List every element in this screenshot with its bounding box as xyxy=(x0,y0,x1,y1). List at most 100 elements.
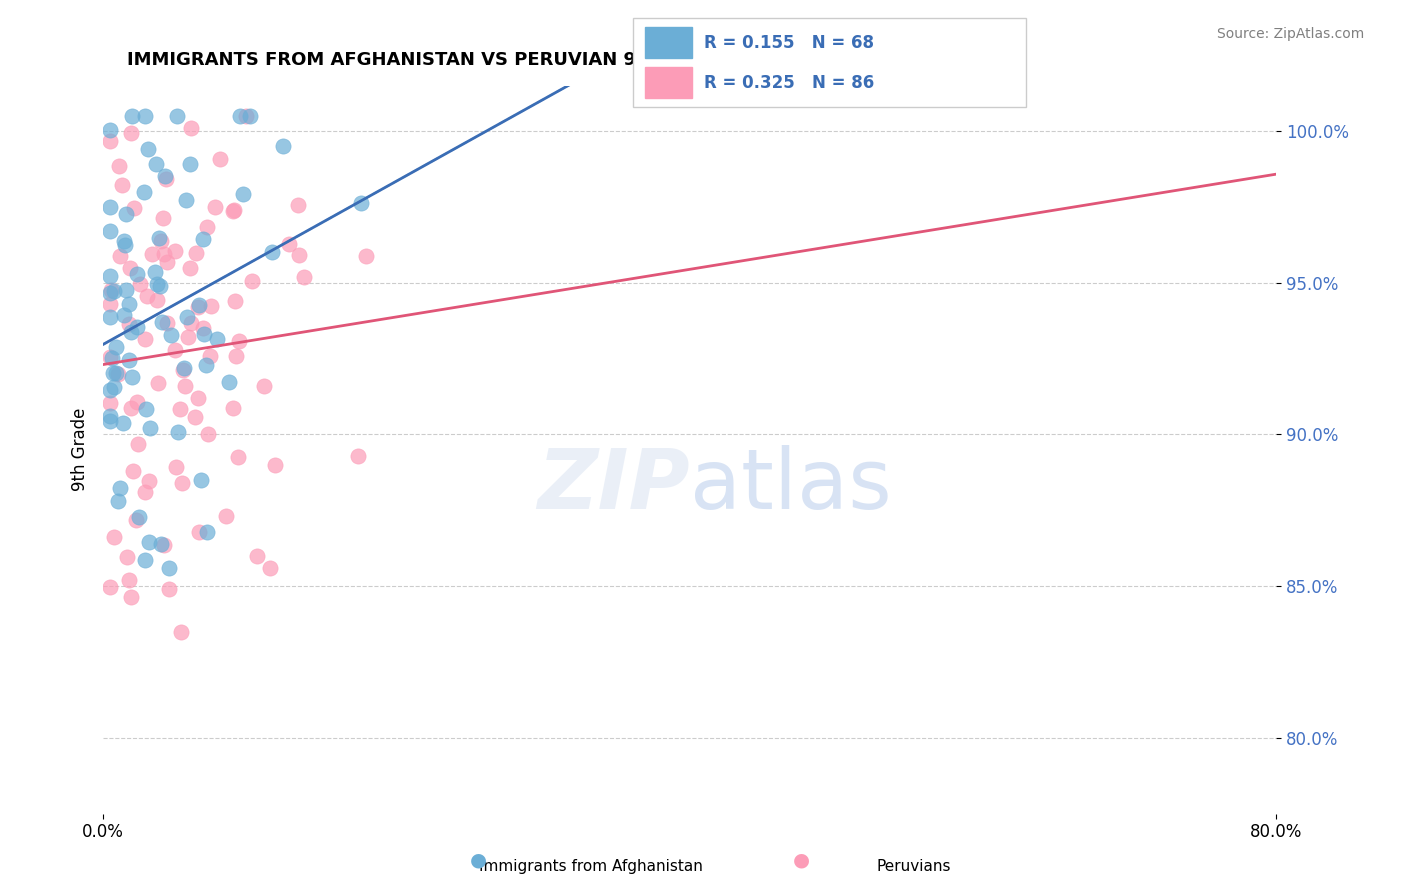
Point xyxy=(115,283,138,297)
Point xyxy=(141,246,163,260)
Point xyxy=(177,330,200,344)
Point xyxy=(165,460,187,475)
Point xyxy=(121,369,143,384)
Point xyxy=(208,152,231,166)
Point xyxy=(117,353,139,368)
Point xyxy=(118,260,141,275)
Point xyxy=(218,375,240,389)
Point xyxy=(179,157,201,171)
Point xyxy=(195,220,218,235)
Text: atlas: atlas xyxy=(689,445,891,526)
Point xyxy=(100,351,122,365)
Point xyxy=(148,230,170,244)
Text: ●: ● xyxy=(793,851,810,870)
Point xyxy=(188,298,211,312)
Point xyxy=(136,142,159,156)
Point xyxy=(132,185,155,199)
Point xyxy=(194,358,217,372)
Point xyxy=(292,269,315,284)
Point xyxy=(138,535,160,549)
Point xyxy=(136,289,159,303)
Point xyxy=(101,351,124,365)
Point xyxy=(204,200,226,214)
Point xyxy=(179,260,201,275)
Point xyxy=(128,510,150,524)
Point xyxy=(253,379,276,393)
Point xyxy=(112,417,135,431)
Point xyxy=(163,244,186,259)
Point xyxy=(100,383,122,397)
Point xyxy=(152,211,174,225)
Point xyxy=(100,224,122,238)
Point xyxy=(129,277,152,291)
Point xyxy=(221,401,243,415)
Point xyxy=(229,109,252,123)
Point xyxy=(121,109,143,123)
Point xyxy=(145,157,167,171)
Point xyxy=(222,203,245,218)
Point xyxy=(100,123,122,137)
Point xyxy=(146,277,169,291)
Point xyxy=(184,246,207,260)
Point xyxy=(122,464,145,478)
Point xyxy=(187,301,209,315)
Text: Peruvians: Peruvians xyxy=(877,859,950,874)
Point xyxy=(125,267,148,281)
Point xyxy=(138,421,160,435)
Point xyxy=(118,297,141,311)
Point xyxy=(149,536,172,550)
Point xyxy=(100,134,122,148)
Point xyxy=(103,380,125,394)
Point xyxy=(100,414,122,428)
Point xyxy=(100,286,122,301)
Point xyxy=(148,279,170,293)
Point xyxy=(120,126,142,140)
Point xyxy=(193,232,215,246)
Point xyxy=(114,238,136,252)
Point xyxy=(176,310,198,324)
Point xyxy=(271,138,294,153)
Point xyxy=(246,549,269,564)
Y-axis label: 9th Grade: 9th Grade xyxy=(72,408,89,491)
Point xyxy=(120,590,142,604)
Point xyxy=(259,561,281,575)
Point xyxy=(277,237,299,252)
Point xyxy=(167,425,190,440)
Point xyxy=(146,376,169,390)
Point xyxy=(160,327,183,342)
Point xyxy=(108,481,131,495)
Point xyxy=(205,332,228,346)
Point xyxy=(155,171,177,186)
Point xyxy=(100,200,122,214)
Point xyxy=(156,255,179,269)
Text: R = 0.155   N = 68: R = 0.155 N = 68 xyxy=(703,34,873,52)
FancyBboxPatch shape xyxy=(644,67,692,98)
Point xyxy=(134,553,156,567)
Point xyxy=(100,283,122,297)
Point xyxy=(350,195,373,210)
Point xyxy=(100,297,122,311)
Point xyxy=(100,409,122,423)
Point xyxy=(169,401,191,416)
Point xyxy=(138,475,160,489)
Point xyxy=(214,509,236,524)
Point xyxy=(287,198,309,212)
Point xyxy=(118,573,141,587)
Point xyxy=(224,293,246,308)
Point xyxy=(100,580,122,594)
Point xyxy=(127,437,149,451)
Point xyxy=(263,458,285,472)
Point xyxy=(200,299,222,313)
Point xyxy=(101,366,124,380)
Point xyxy=(170,476,193,491)
Point xyxy=(193,320,215,334)
Point xyxy=(100,268,122,283)
Point xyxy=(240,274,263,288)
Point xyxy=(186,392,208,406)
Text: IMMIGRANTS FROM AFGHANISTAN VS PERUVIAN 9TH GRADE CORRELATION CHART: IMMIGRANTS FROM AFGHANISTAN VS PERUVIAN … xyxy=(127,51,960,69)
Point xyxy=(127,320,149,334)
Point xyxy=(155,316,177,330)
Point xyxy=(170,624,193,639)
Point xyxy=(145,265,167,279)
Point xyxy=(112,309,135,323)
